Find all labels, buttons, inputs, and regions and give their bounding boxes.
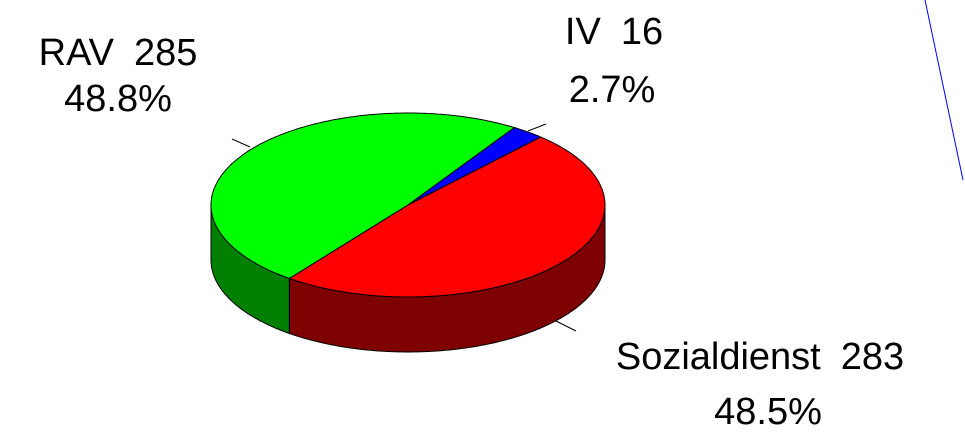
count: 283 — [841, 336, 904, 378]
count: 16 — [621, 11, 663, 53]
category: RAV — [39, 32, 115, 74]
pie — [210, 112, 606, 353]
leader-line — [231, 138, 251, 148]
leader-line — [555, 320, 577, 332]
decor-line — [924, 0, 964, 181]
category: Sozialdienst — [616, 336, 821, 378]
slice-label: RAV 285 — [39, 32, 198, 74]
percent-label: 2.7% — [569, 69, 656, 111]
slice — [210, 112, 516, 280]
percent-label: 48.8% — [64, 78, 172, 120]
category: IV — [565, 11, 602, 53]
count: 285 — [134, 32, 197, 74]
percent-label: 48.5% — [714, 391, 822, 433]
slice-label: IV 16 — [565, 11, 663, 53]
slice — [407, 127, 542, 206]
slice-label: Sozialdienst 283 — [616, 336, 904, 378]
leader-line — [527, 123, 547, 132]
slice — [288, 136, 606, 298]
